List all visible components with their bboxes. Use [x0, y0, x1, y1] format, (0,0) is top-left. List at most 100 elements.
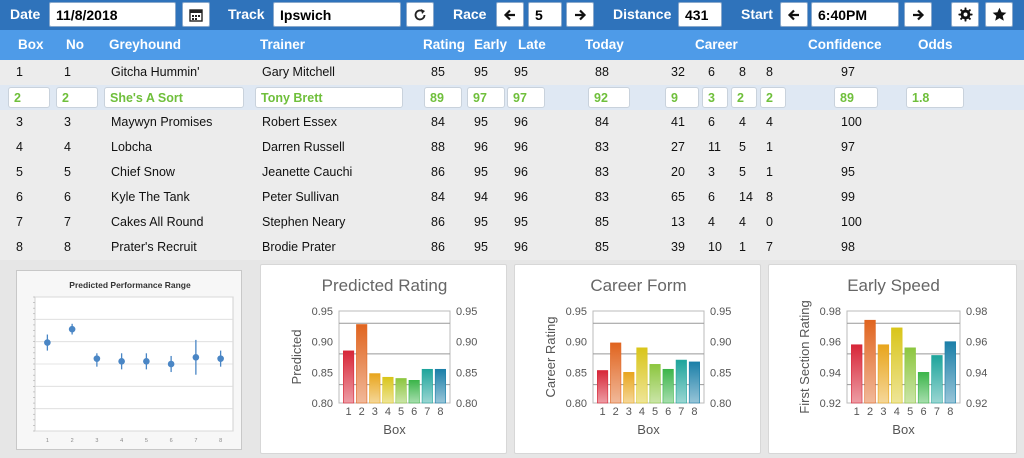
- career-form-chart: Career Form 0.80 0.80 0.85 0.85 0.90 0.90 0.95 0…: [514, 264, 761, 454]
- cell-career-thirds[interactable]: 2: [760, 87, 786, 108]
- cell-odds[interactable]: 1.8: [906, 87, 964, 108]
- start-prev-button[interactable]: [780, 2, 808, 27]
- cell-career-starts: 65: [671, 190, 685, 204]
- header-no[interactable]: No: [66, 37, 84, 52]
- header-confidence[interactable]: Confidence: [808, 37, 882, 52]
- header-early[interactable]: Early: [474, 37, 508, 52]
- x-tick-label: 5: [907, 406, 913, 418]
- x-axis-label: Box: [892, 422, 915, 437]
- cell-career-seconds: 4: [739, 215, 746, 229]
- cell-no: 5: [64, 165, 71, 179]
- header-trainer[interactable]: Trainer: [260, 37, 306, 52]
- x-tick-label: 4: [385, 406, 391, 418]
- cell-trainer: Jeanette Cauchi: [262, 165, 353, 179]
- cell-confidence[interactable]: 89: [834, 87, 878, 108]
- cell-no: 6: [64, 190, 71, 204]
- table-row[interactable]: 3 3 Maywyn Promises Robert Essex 84 95 9…: [0, 110, 1024, 135]
- data-point: [167, 360, 175, 368]
- cell-confidence: 95: [841, 165, 855, 179]
- header-odds[interactable]: Odds: [918, 37, 953, 52]
- cell-today: 84: [595, 115, 609, 129]
- table-row[interactable]: 7 7 Cakes All Round Stephen Neary 86 95 …: [0, 210, 1024, 235]
- cell-career-seconds: 14: [739, 190, 753, 204]
- cell-career-seconds[interactable]: 2: [731, 87, 757, 108]
- cell-early: 95: [474, 165, 488, 179]
- cell-confidence: 98: [841, 240, 855, 254]
- cell-greyhound[interactable]: She's A Sort: [104, 87, 244, 108]
- bar: [931, 355, 943, 404]
- data-point: [44, 339, 51, 346]
- date-input[interactable]: 11/8/2018: [49, 2, 176, 27]
- cell-rating: 84: [431, 115, 445, 129]
- calendar-button[interactable]: [182, 2, 210, 27]
- bar: [395, 378, 407, 404]
- cell-rating: 85: [431, 65, 445, 79]
- race-input[interactable]: 5: [528, 2, 562, 27]
- cell-late[interactable]: 97: [507, 87, 545, 108]
- cell-box[interactable]: 2: [8, 87, 50, 108]
- early-speed-plot: Early Speed 0.92 0.92 0.94 0.94 0.96 0.96 0.98 0…: [797, 276, 987, 437]
- y-axis-label: First Section Rating: [797, 300, 812, 413]
- y-tick-label-left: 0.98: [820, 306, 841, 318]
- table-row[interactable]: 4 4 Lobcha Darren Russell 88 96 96 83 27…: [0, 135, 1024, 160]
- bar: [636, 347, 648, 404]
- cell-today[interactable]: 92: [588, 87, 630, 108]
- table-row[interactable]: 5 5 Chief Snow Jeanette Cauchi 86 95 96 …: [0, 160, 1024, 185]
- table-row[interactable]: 6 6 Kyle The Tank Peter Sullivan 84 94 9…: [0, 185, 1024, 210]
- predicted-rating-chart: Predicted Rating 0.80 0.80 0.85 0.85 0.90 0.90…: [260, 264, 507, 454]
- chart-title: Early Speed: [847, 276, 940, 295]
- cell-career-wins[interactable]: 3: [702, 87, 728, 108]
- refresh-icon: [414, 8, 426, 20]
- favorite-button[interactable]: [985, 2, 1013, 27]
- table-row-selected[interactable]: 2 2 She's A Sort Tony Brett 89 97 97 92 …: [0, 85, 1024, 110]
- data-point: [192, 354, 200, 361]
- cell-box: 4: [16, 140, 23, 154]
- bar: [944, 341, 956, 404]
- cell-no[interactable]: 2: [56, 87, 98, 108]
- cell-early: 95: [474, 215, 488, 229]
- cell-no: 8: [64, 240, 71, 254]
- y-tick-label-left: 0.85: [312, 367, 333, 379]
- bar: [421, 368, 433, 404]
- cell-no: 1: [64, 65, 71, 79]
- x-tick-label: 2: [359, 406, 365, 418]
- header-rating[interactable]: Rating: [423, 37, 465, 52]
- performance-range-plot: Predicted Performance Range 1 2 3 4 5 6 7 8: [33, 280, 234, 444]
- header-career[interactable]: Career: [695, 37, 738, 52]
- refresh-button[interactable]: [406, 2, 434, 27]
- cell-career-starts: 27: [671, 140, 685, 154]
- cell-confidence: 100: [841, 115, 862, 129]
- cell-career-thirds: 1: [766, 165, 773, 179]
- cell-career-starts: 20: [671, 165, 685, 179]
- cell-trainer[interactable]: Tony Brett: [255, 87, 403, 108]
- header-today[interactable]: Today: [585, 37, 624, 52]
- cell-rating[interactable]: 89: [424, 87, 462, 108]
- x-tick-label: 1: [600, 406, 606, 418]
- start-input[interactable]: 6:40PM: [811, 2, 899, 27]
- cell-career-starts[interactable]: 9: [665, 87, 699, 108]
- distance-input[interactable]: 431: [678, 2, 722, 27]
- cell-career-wins: 11: [708, 140, 721, 154]
- start-next-button[interactable]: [904, 2, 932, 27]
- cell-today: 85: [595, 215, 609, 229]
- race-prev-button[interactable]: [496, 2, 524, 27]
- x-axis-label: Box: [637, 422, 660, 437]
- header-greyhound[interactable]: Greyhound: [109, 37, 182, 52]
- cell-career-wins: 6: [708, 115, 715, 129]
- bar: [688, 361, 700, 404]
- top-toolbar: Date 11/8/2018 Track Ipswich Race 5 Dist…: [0, 0, 1024, 30]
- cell-career-thirds: 1: [766, 140, 773, 154]
- runners-table: 1 1 Gitcha Hummin' Gary Mitchell 85 95 9…: [0, 60, 1024, 260]
- cell-early[interactable]: 97: [467, 87, 505, 108]
- track-input[interactable]: Ipswich: [273, 2, 401, 27]
- header-late[interactable]: Late: [518, 37, 546, 52]
- race-next-button[interactable]: [566, 2, 594, 27]
- cell-no: 7: [64, 215, 71, 229]
- header-box[interactable]: Box: [18, 37, 44, 52]
- settings-button[interactable]: [951, 2, 979, 27]
- table-row[interactable]: 8 8 Prater's Recruit Brodie Prater 86 95…: [0, 235, 1024, 260]
- table-row[interactable]: 1 1 Gitcha Hummin' Gary Mitchell 85 95 9…: [0, 60, 1024, 85]
- cell-late: 96: [514, 165, 528, 179]
- x-tick-label: 3: [880, 406, 886, 418]
- cell-confidence: 100: [841, 215, 862, 229]
